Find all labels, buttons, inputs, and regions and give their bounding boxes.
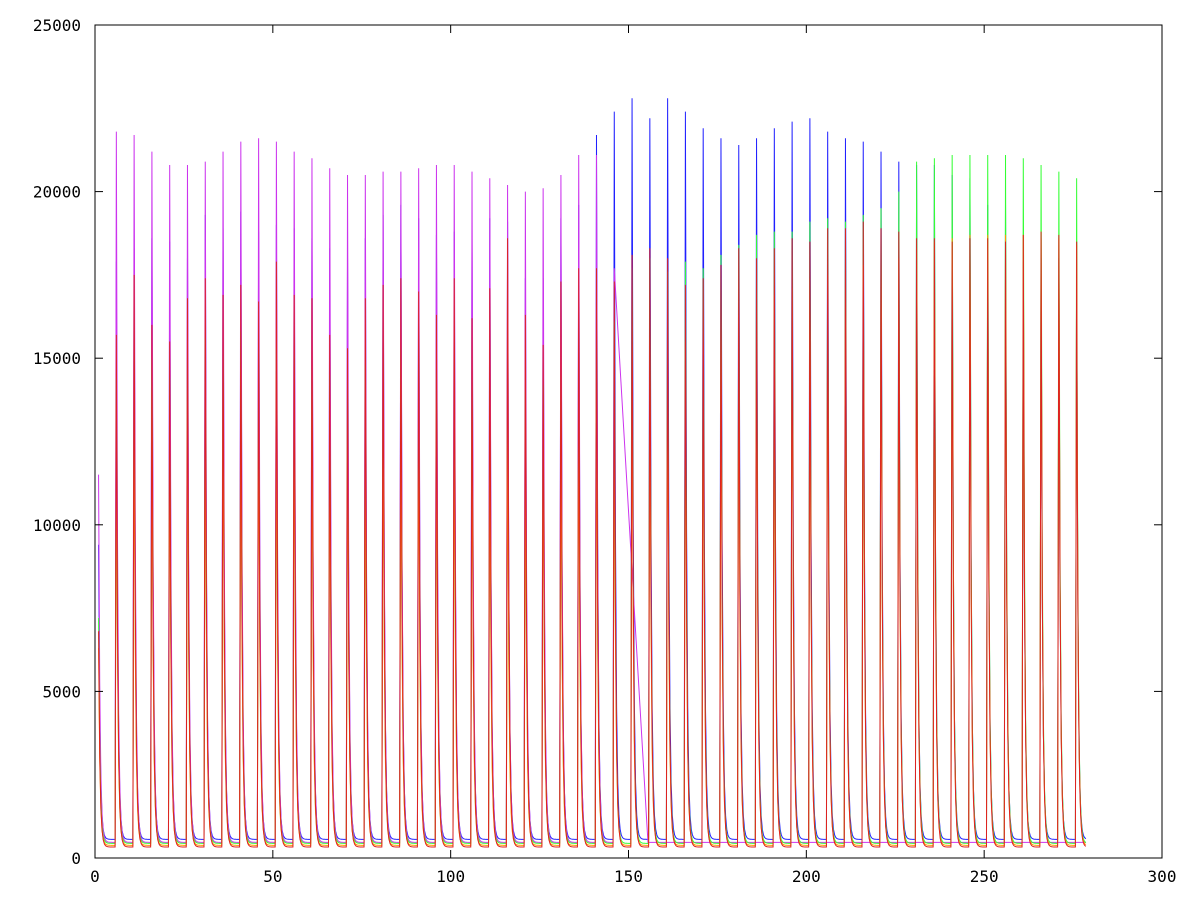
y-tick-label: 10000 — [33, 516, 81, 535]
y-tick-label: 25000 — [33, 16, 81, 35]
y-tick-label: 0 — [71, 849, 81, 868]
y-tick-label: 5000 — [42, 682, 81, 701]
series-line-4 — [98, 221, 1087, 848]
x-tick-label: 200 — [792, 867, 821, 886]
x-tick-label: 100 — [436, 867, 465, 886]
x-tick-label: 0 — [90, 867, 100, 886]
plot-frame — [94, 24, 1163, 859]
x-tick-label: 150 — [614, 867, 643, 886]
x-tick-label: 250 — [970, 867, 999, 886]
axes-layer: 0 50 100 150 200 250 300 0 5000 10000 15000 20000 25… — [33, 16, 1177, 886]
x-tick-label: 300 — [1148, 867, 1177, 886]
y-tick-label: 15000 — [33, 349, 81, 368]
x-tick-label: 50 — [263, 867, 282, 886]
y-tick-label: 20000 — [33, 183, 81, 202]
series-line-0 — [98, 98, 1087, 840]
series-line-1 — [98, 131, 1086, 843]
series-layer — [98, 98, 1087, 848]
series-line-2 — [98, 154, 1087, 844]
